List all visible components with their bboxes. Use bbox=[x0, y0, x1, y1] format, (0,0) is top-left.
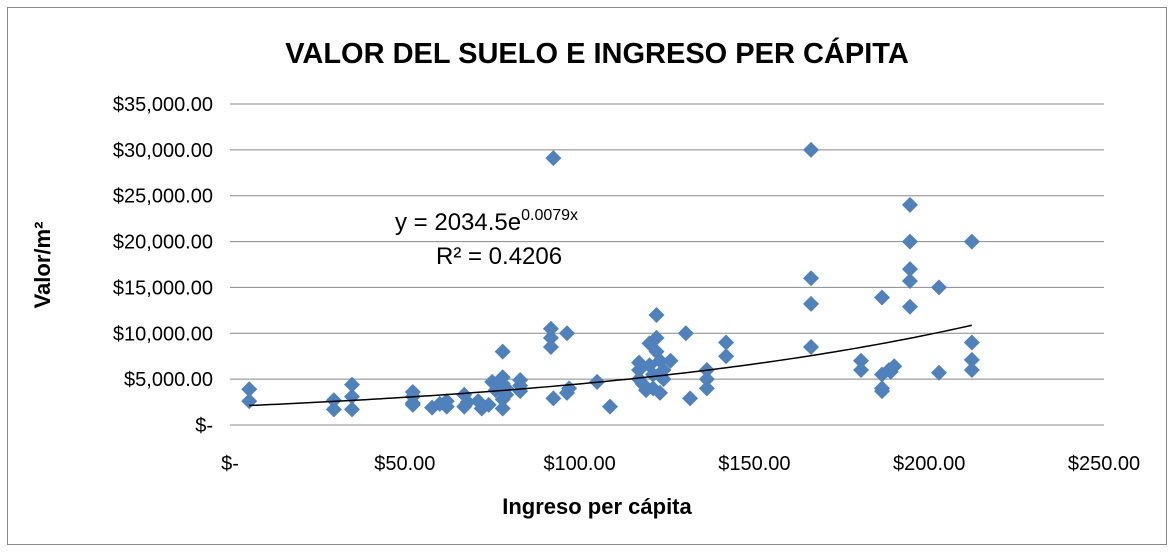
equation-exponent: 0.0079x bbox=[521, 207, 578, 224]
point bbox=[698, 380, 715, 397]
chart-border bbox=[7, 7, 1167, 545]
grid bbox=[230, 103, 1104, 426]
point bbox=[930, 364, 947, 381]
point bbox=[602, 398, 619, 415]
point bbox=[963, 233, 980, 250]
point bbox=[682, 390, 699, 407]
point bbox=[803, 141, 820, 158]
y-tick-label: $15,000.00 bbox=[113, 277, 213, 299]
x-tick-label: $- bbox=[221, 453, 239, 475]
point bbox=[930, 279, 947, 296]
point bbox=[512, 383, 529, 400]
point bbox=[241, 381, 258, 398]
y-tick-label: $20,000.00 bbox=[113, 232, 213, 254]
trendline bbox=[249, 324, 973, 407]
point bbox=[404, 396, 421, 413]
point bbox=[874, 289, 891, 306]
point bbox=[545, 390, 562, 407]
point bbox=[459, 394, 476, 411]
point bbox=[963, 334, 980, 351]
trend-equation: y = 2034.5e0.0079x bbox=[395, 207, 578, 236]
point bbox=[901, 196, 918, 213]
point bbox=[494, 343, 511, 360]
point bbox=[803, 270, 820, 287]
point bbox=[542, 329, 559, 346]
point bbox=[882, 363, 899, 380]
point bbox=[698, 371, 715, 388]
y-tick-label: $10,000.00 bbox=[113, 323, 213, 345]
y-tick-label: $35,000.00 bbox=[113, 94, 213, 116]
point bbox=[963, 351, 980, 368]
point bbox=[542, 320, 559, 337]
point bbox=[652, 384, 669, 401]
point bbox=[853, 361, 870, 378]
trendline-group bbox=[249, 324, 973, 407]
point bbox=[344, 401, 361, 418]
point bbox=[901, 261, 918, 278]
point bbox=[498, 380, 515, 397]
point bbox=[853, 352, 870, 369]
point bbox=[901, 298, 918, 315]
point bbox=[344, 376, 361, 393]
point bbox=[325, 392, 342, 409]
x-tick-label: $100.00 bbox=[543, 453, 615, 475]
point bbox=[559, 325, 576, 342]
y-tick-label: $5,000.00 bbox=[124, 369, 213, 391]
point bbox=[542, 339, 559, 356]
chart-title: VALOR DEL SUELO E INGRESO PER CÁPITA bbox=[285, 36, 909, 70]
point bbox=[545, 150, 562, 167]
point bbox=[901, 233, 918, 250]
x-axis-title: Ingreso per cápita bbox=[502, 494, 692, 519]
y-tick-label: $30,000.00 bbox=[113, 140, 213, 162]
point bbox=[718, 334, 735, 351]
y-tick-label: $25,000.00 bbox=[113, 186, 213, 208]
r-squared: R² = 0.4206 bbox=[436, 243, 562, 270]
point bbox=[963, 361, 980, 378]
y-tick-label: $- bbox=[195, 415, 213, 437]
point bbox=[662, 352, 679, 369]
point bbox=[648, 329, 665, 346]
point bbox=[901, 273, 918, 290]
point bbox=[494, 400, 511, 417]
ticks: $- $5,000.00 $10,000.00 $15,000.00 $20,000.0… bbox=[113, 94, 1140, 475]
x-tick-label: $200.00 bbox=[893, 453, 965, 475]
x-tick-label: $50.00 bbox=[374, 453, 435, 475]
point bbox=[874, 383, 891, 400]
point bbox=[438, 393, 455, 410]
point bbox=[325, 401, 342, 418]
point bbox=[718, 348, 735, 365]
point bbox=[648, 306, 665, 323]
point bbox=[655, 361, 672, 378]
point bbox=[677, 325, 694, 342]
x-tick-label: $250.00 bbox=[1068, 453, 1140, 475]
point bbox=[803, 295, 820, 312]
equation-base: y = 2034.5e bbox=[395, 209, 521, 236]
x-tick-label: $150.00 bbox=[718, 453, 790, 475]
point bbox=[803, 339, 820, 356]
y-axis-title: Valor/m² bbox=[30, 222, 55, 309]
point bbox=[480, 396, 497, 413]
